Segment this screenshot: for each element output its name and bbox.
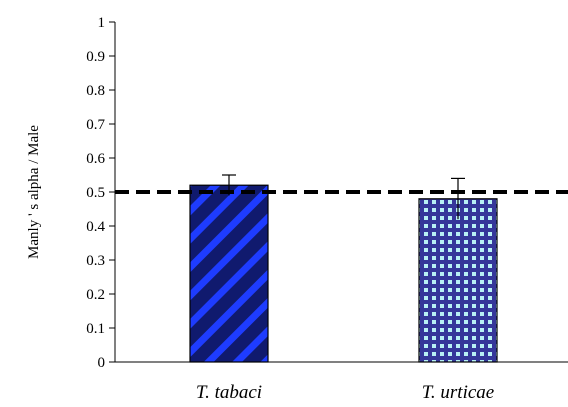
bar-tabaci — [189, 184, 269, 363]
y-tick-label: 0.8 — [86, 83, 105, 99]
y-axis: 0 0.1 0.2 0.3 0.4 0.5 0.6 0.7 0.8 0.9 1 — [86, 15, 116, 371]
y-tick-label: 0.4 — [86, 219, 105, 235]
bar-urticae — [418, 198, 498, 363]
y-tick-label: 0.6 — [86, 151, 105, 167]
y-ticks: 0 0.1 0.2 0.3 0.4 0.5 0.6 0.7 0.8 0.9 1 — [86, 15, 115, 371]
x-category-label: T. tabaci — [196, 382, 262, 403]
y-tick-label: 0.7 — [86, 117, 105, 133]
y-tick-label: 0.3 — [86, 253, 105, 269]
y-tick-label: 0.5 — [86, 185, 105, 201]
y-tick-label: 0.1 — [86, 321, 105, 337]
y-tick-label: 0 — [98, 355, 106, 371]
y-axis-title: Manly ' s alpha / Male — [26, 125, 42, 259]
bars — [189, 184, 498, 363]
x-category-label: T. urticae — [422, 382, 494, 403]
category-labels: T. tabaci T. urticae — [196, 382, 494, 403]
y-tick-label: 1 — [98, 15, 106, 31]
y-tick-label: 0.9 — [86, 49, 105, 65]
error-bar — [451, 177, 465, 220]
y-tick-label: 0.2 — [86, 287, 105, 303]
